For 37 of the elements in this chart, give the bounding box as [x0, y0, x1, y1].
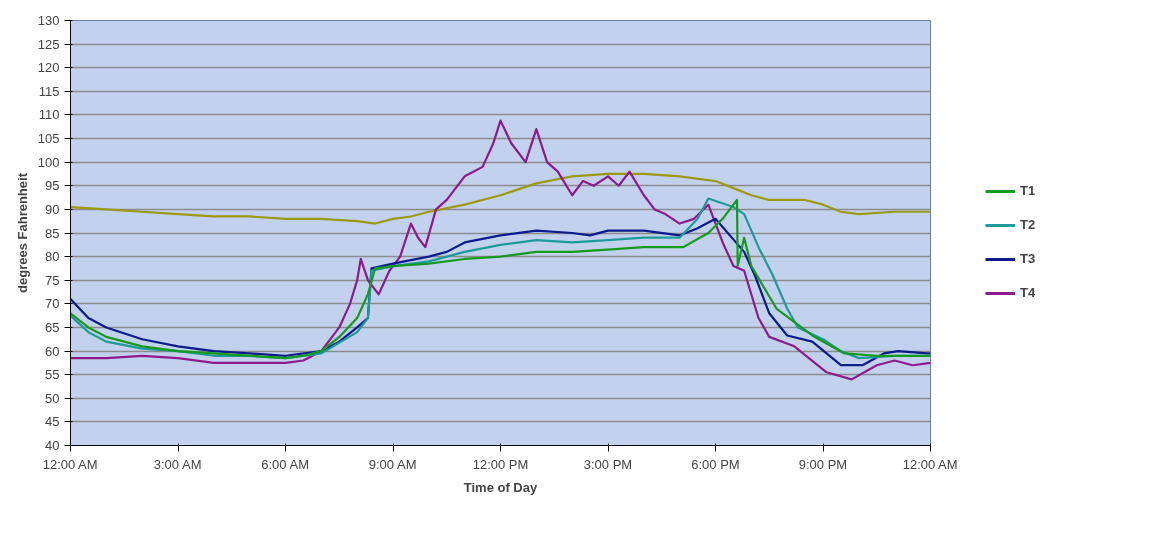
y-tick-label: 55 [45, 367, 60, 383]
x-tick-label: 9:00 PM [798, 456, 848, 472]
legend-label: T3 [1020, 251, 1037, 266]
x-axis-title: Time of Day [463, 479, 538, 495]
y-tick-label: 110 [38, 107, 60, 123]
x-tick-label: 6:00 AM [261, 456, 309, 472]
legend-label: T4 [1020, 285, 1037, 300]
line-series [70, 217, 931, 367]
y-tick-label: 45 [45, 414, 60, 430]
y-tick-label: 90 [45, 201, 60, 217]
x-tick-label: 9:00 AM [368, 456, 417, 472]
x-tick-label: 12:00 AM [902, 456, 958, 472]
x-tick-label: 6:00 PM [691, 456, 740, 472]
y-tick-label: 115 [38, 83, 60, 99]
y-tick-label: 65 [45, 319, 60, 335]
y-tick-label: 130 [37, 13, 60, 28]
y-tick-label: 105 [37, 131, 60, 147]
y-tick-label: 50 [45, 390, 60, 406]
legend-label: T2 [1020, 217, 1037, 232]
y-tick-label: 85 [45, 225, 60, 241]
legend-label: T1 [1020, 183, 1037, 198]
x-tick-label: 3:00 PM [583, 456, 633, 472]
y-tick-label: 60 [45, 343, 60, 359]
y-axis-title: degrees Fahrenheit [14, 172, 30, 293]
y-tick-label: 120 [37, 60, 60, 76]
y-tick-label: 95 [45, 178, 60, 194]
y-tick-label: 100 [37, 154, 60, 170]
y-tick-label: 80 [45, 249, 60, 265]
y-tick-label: 75 [45, 272, 60, 288]
x-tick-label: 3:00 AM [153, 456, 202, 472]
x-tick-label: 12:00 PM [472, 456, 529, 472]
y-tick-label: 70 [45, 296, 60, 312]
y-tick-label: 40 [45, 438, 60, 453]
line-series [70, 172, 931, 225]
x-tick-label: 12:00 AM [42, 456, 98, 472]
line-series [70, 119, 931, 381]
y-tick-label: 125 [37, 36, 60, 52]
